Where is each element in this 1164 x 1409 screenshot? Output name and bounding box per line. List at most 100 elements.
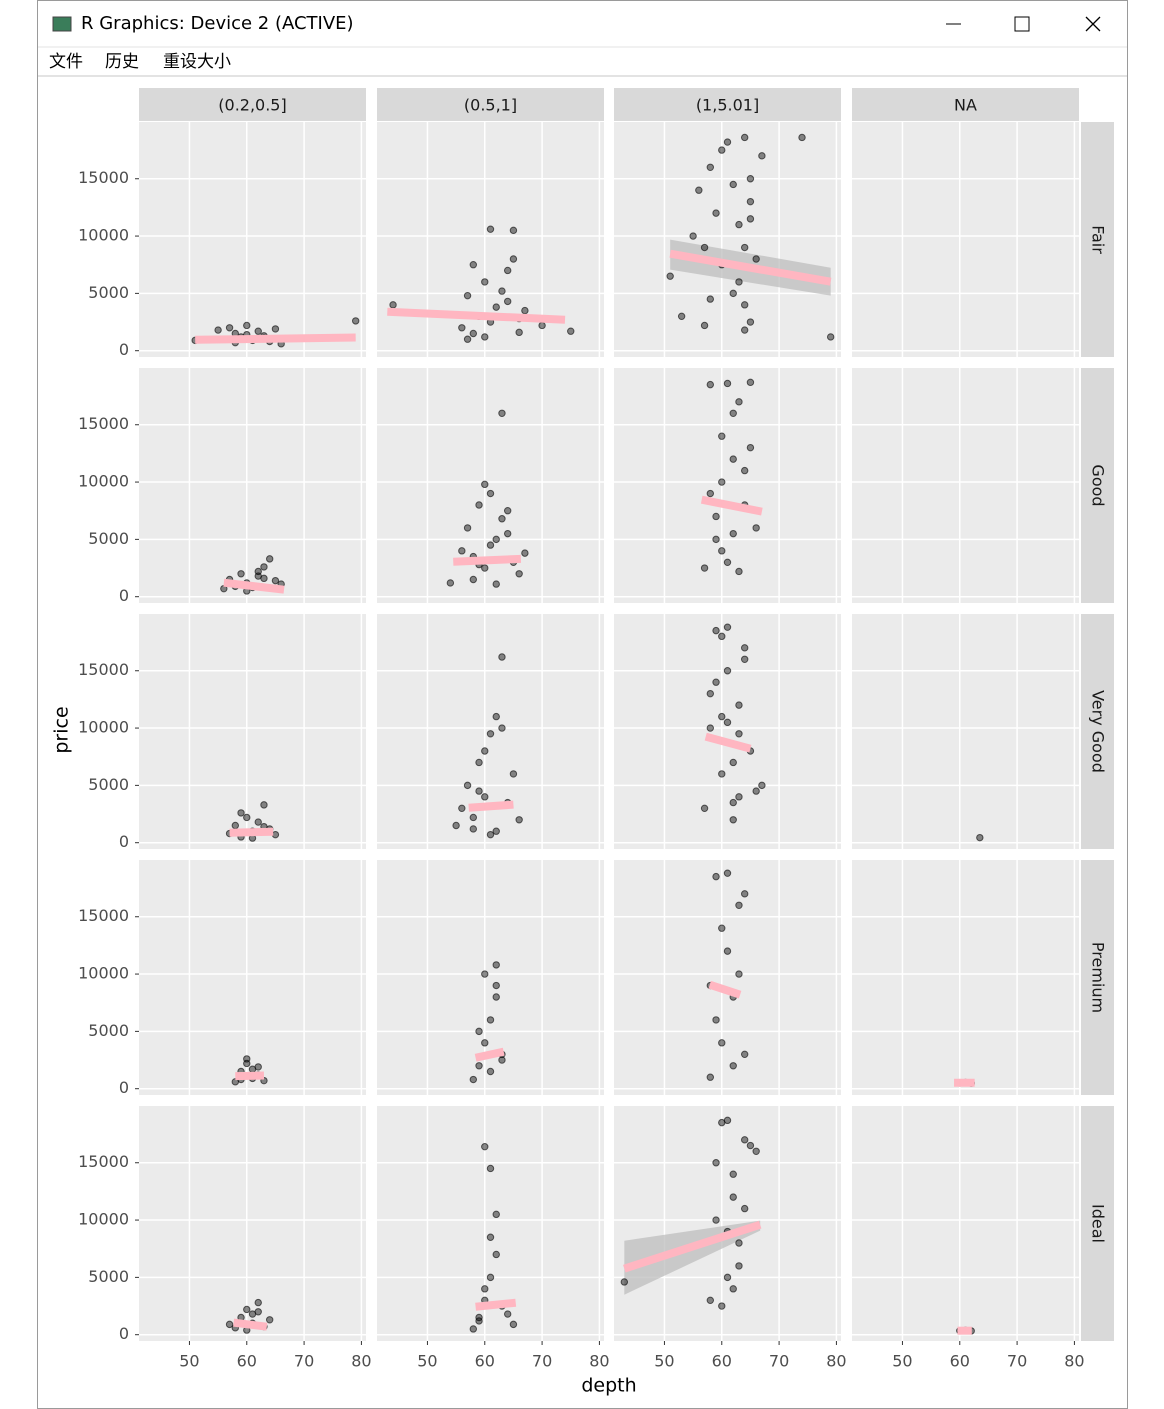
point <box>735 278 743 286</box>
point <box>746 318 755 326</box>
point <box>265 1316 274 1324</box>
panel-background <box>139 860 366 1095</box>
point <box>740 466 749 475</box>
x-tick-label: 70 <box>294 1352 314 1371</box>
panel-background <box>614 122 841 357</box>
point <box>740 644 749 652</box>
point <box>729 1285 737 1293</box>
panel-background <box>852 614 1079 849</box>
fit-line <box>468 800 514 812</box>
point <box>718 632 726 641</box>
point <box>481 278 489 286</box>
strip-label: Ideal <box>1089 1204 1108 1243</box>
point <box>718 1302 726 1310</box>
strip <box>614 88 841 121</box>
point <box>758 152 766 160</box>
point <box>475 1062 483 1070</box>
point <box>712 872 720 881</box>
point <box>389 301 397 309</box>
point <box>706 1073 715 1081</box>
close-button[interactable] <box>1085 16 1101 32</box>
point <box>214 326 222 334</box>
point <box>492 1250 500 1259</box>
point <box>740 133 749 142</box>
point <box>752 787 760 795</box>
menu-item[interactable]: 重设大小 <box>163 52 231 72</box>
panel-background <box>852 368 1079 603</box>
y-tick-label: 15000 <box>78 414 129 433</box>
point <box>723 947 732 955</box>
strip <box>1081 614 1114 849</box>
point <box>243 813 251 822</box>
point <box>503 507 512 515</box>
point <box>740 326 749 334</box>
y-axis-title: price <box>51 706 73 753</box>
point <box>798 133 806 142</box>
menu-item[interactable]: 历史 <box>105 52 139 72</box>
x-tick-label: 50 <box>654 1352 674 1371</box>
point <box>723 138 732 146</box>
point <box>481 480 489 489</box>
panel-background <box>614 860 841 1095</box>
point <box>486 225 495 233</box>
point <box>706 163 715 171</box>
point <box>243 1055 251 1063</box>
point <box>718 478 726 486</box>
point <box>729 758 737 767</box>
point <box>712 678 720 686</box>
fit-line <box>669 249 832 286</box>
point <box>486 730 495 738</box>
point <box>729 798 737 807</box>
strip <box>1081 122 1114 357</box>
point <box>723 1116 732 1125</box>
x-tick-label: 80 <box>1064 1352 1084 1371</box>
panel-background <box>377 368 604 603</box>
panel-background <box>852 1106 1079 1341</box>
panel-background <box>377 860 604 1095</box>
strip <box>852 88 1079 121</box>
point <box>469 261 478 269</box>
point <box>248 1065 257 1073</box>
fit-line <box>700 495 763 516</box>
point <box>243 321 251 330</box>
point <box>740 1136 749 1144</box>
point <box>475 501 483 509</box>
point <box>735 701 743 709</box>
menu-item[interactable]: 文件 <box>49 52 83 72</box>
point <box>746 215 755 223</box>
fit-line <box>475 1298 517 1311</box>
point <box>706 380 715 389</box>
point <box>469 575 478 584</box>
point <box>712 1016 720 1024</box>
point <box>469 813 478 822</box>
fit-line <box>233 1318 268 1331</box>
point <box>492 1210 500 1219</box>
point <box>752 524 760 532</box>
x-tick-label: 60 <box>712 1352 732 1371</box>
point <box>718 432 726 440</box>
point <box>746 378 755 387</box>
point <box>498 515 506 523</box>
y-tick-label: 15000 <box>78 1152 129 1171</box>
point <box>735 1262 743 1270</box>
point <box>723 379 732 388</box>
y-tick-label: 0 <box>119 832 129 851</box>
point <box>752 1147 760 1155</box>
point <box>538 321 546 330</box>
point <box>700 564 709 572</box>
point <box>521 306 529 315</box>
point <box>729 529 737 538</box>
point <box>486 830 495 839</box>
point <box>729 816 737 824</box>
fit-line <box>235 1071 265 1081</box>
point <box>729 1062 737 1070</box>
point <box>475 1317 483 1325</box>
point <box>735 567 743 576</box>
point <box>729 180 737 189</box>
maximize-button[interactable] <box>1014 16 1030 32</box>
y-tick-label: 5000 <box>88 775 129 794</box>
panel-background <box>614 1106 841 1341</box>
fit-line <box>453 554 522 566</box>
x-tick-label: 80 <box>589 1352 609 1371</box>
